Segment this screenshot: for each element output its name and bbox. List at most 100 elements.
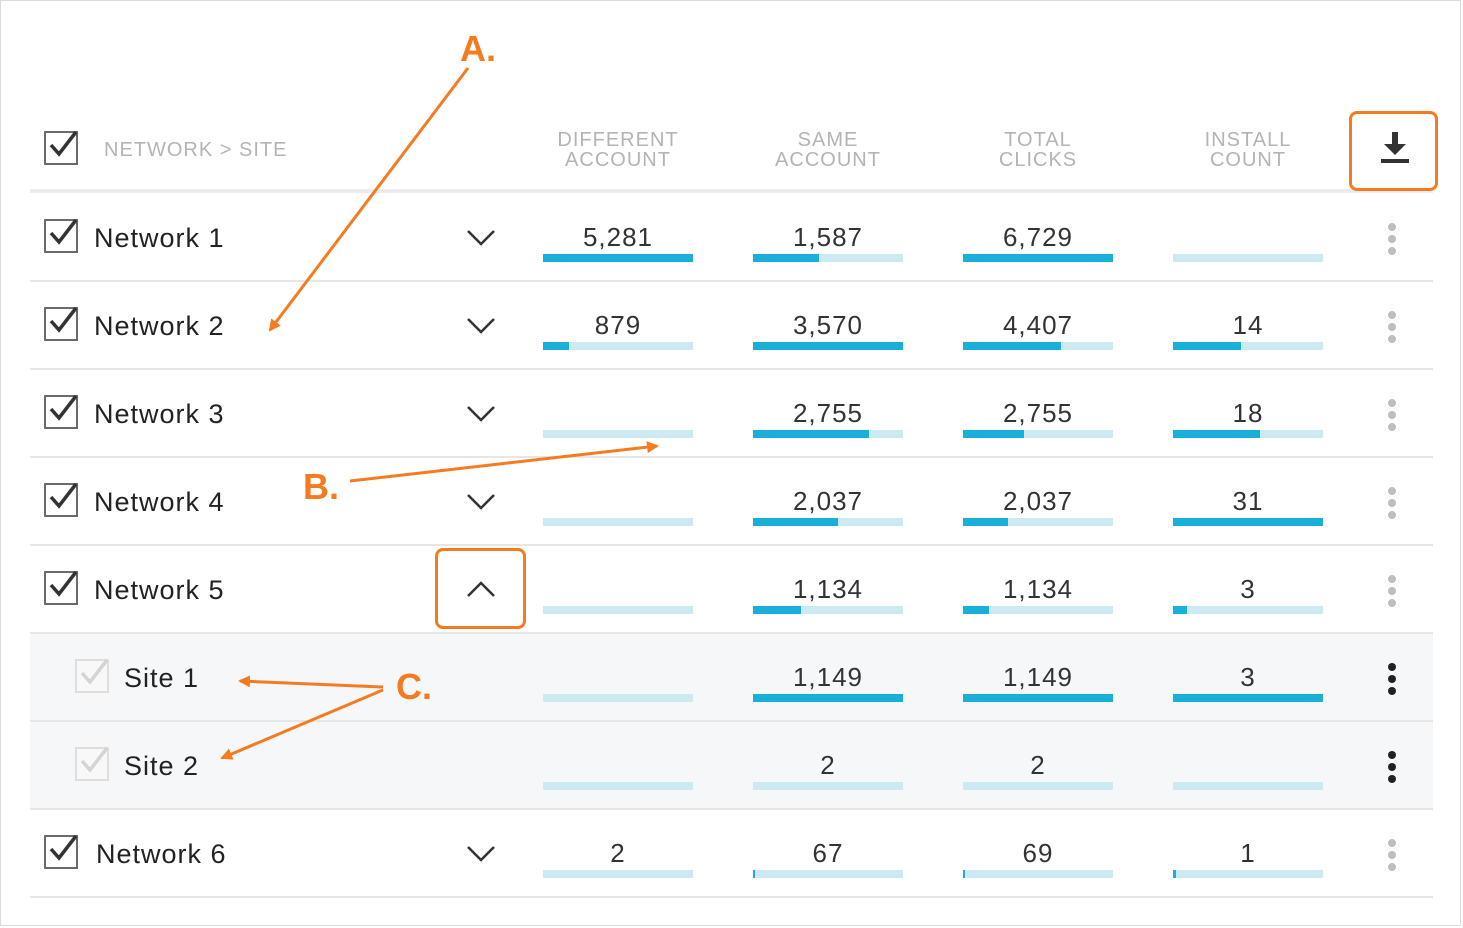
- check-icon: [49, 482, 78, 509]
- more-options-icon[interactable]: [1387, 223, 1397, 259]
- metric-value: 1,134: [1002, 574, 1074, 604]
- metric-bar-fill: [753, 694, 903, 702]
- metric-value: 69: [1022, 838, 1054, 868]
- metric-cell: 67: [753, 838, 903, 878]
- download-button[interactable]: [1375, 128, 1415, 168]
- metric-bar-track: [963, 254, 1113, 262]
- row-checkbox[interactable]: [44, 482, 78, 517]
- metric-cell: 1,134: [753, 574, 903, 614]
- metric-bar-fill: [753, 870, 755, 878]
- chevron-down-icon[interactable]: [466, 844, 496, 869]
- metric-bar-track: [1173, 342, 1323, 350]
- metric-cell: 2,037: [963, 486, 1113, 526]
- metric-cell: 31: [1173, 486, 1323, 526]
- check-icon: [49, 218, 78, 245]
- more-options-icon[interactable]: [1387, 751, 1397, 787]
- check-icon: [49, 394, 78, 421]
- chevron-down-icon[interactable]: [466, 492, 496, 517]
- row-checkbox[interactable]: [75, 746, 109, 781]
- metric-bar-fill: [543, 254, 693, 262]
- metric-bar-fill: [1173, 694, 1323, 702]
- check-icon: [49, 306, 78, 333]
- metric-cell: 2,037: [753, 486, 903, 526]
- chevron-down-icon[interactable]: [466, 316, 496, 341]
- metric-bar-track: [1173, 694, 1323, 702]
- metric-value: 5,281: [582, 222, 654, 252]
- metric-cell: 2,755: [753, 398, 903, 438]
- site-row: [30, 722, 1433, 810]
- chevron-down-icon[interactable]: [466, 404, 496, 429]
- column-header-network-site[interactable]: NETWORK > SITE: [104, 139, 288, 161]
- metric-bar-track: [543, 606, 693, 614]
- metric-cell: 1,587: [753, 222, 903, 262]
- metric-value: 2,755: [792, 398, 864, 428]
- metric-bar-track: [753, 518, 903, 526]
- more-options-icon[interactable]: [1387, 399, 1397, 435]
- check-icon: [49, 570, 78, 597]
- metric-bar-track: [543, 342, 693, 350]
- metric-bar-track: [963, 518, 1113, 526]
- metric-value: 3,570: [792, 310, 864, 340]
- metric-bar-track: [963, 870, 1113, 878]
- download-icon: [1381, 132, 1409, 163]
- select-all-checkbox[interactable]: [44, 130, 78, 165]
- network-row: [30, 546, 1433, 634]
- metric-bar-fill: [1173, 870, 1176, 878]
- row-checkbox[interactable]: [44, 218, 78, 253]
- metric-bar-track: [753, 430, 903, 438]
- chevron-down-icon[interactable]: [466, 228, 496, 253]
- metric-bar-fill: [1173, 430, 1260, 438]
- row-checkbox[interactable]: [44, 570, 78, 605]
- metric-value: 67: [812, 838, 844, 868]
- metric-value: 2,037: [792, 486, 864, 516]
- metric-cell: 5,281: [543, 222, 693, 262]
- metric-value: 6,729: [1002, 222, 1074, 252]
- metric-value: 14: [1232, 310, 1264, 340]
- column-header-different-account[interactable]: DIFFERENT ACCOUNT: [557, 129, 679, 171]
- metric-bar-fill: [963, 518, 1008, 526]
- more-options-icon[interactable]: [1387, 663, 1397, 699]
- metric-bar-track: [1173, 782, 1323, 790]
- metric-bar-fill: [1173, 606, 1187, 614]
- row-checkbox[interactable]: [75, 658, 109, 693]
- metric-bar-track: [963, 694, 1113, 702]
- metric-cell: [543, 574, 693, 614]
- column-header-install-count[interactable]: INSTALL COUNT: [1204, 129, 1292, 171]
- column-header-total-clicks[interactable]: TOTAL CLICKS: [998, 129, 1078, 171]
- metric-cell: 1,149: [753, 662, 903, 702]
- metric-bar-fill: [1173, 342, 1241, 350]
- metric-cell: [543, 750, 693, 790]
- metric-value: 4,407: [1002, 310, 1074, 340]
- check-icon: [80, 746, 109, 773]
- chevron-up-icon[interactable]: [466, 580, 496, 605]
- metric-value: 1,149: [1002, 662, 1074, 692]
- metric-value: 1,149: [792, 662, 864, 692]
- metric-bar-fill: [963, 254, 1113, 262]
- metric-cell: 2: [753, 750, 903, 790]
- row-checkbox[interactable]: [44, 834, 78, 869]
- check-icon: [49, 834, 78, 861]
- more-options-icon[interactable]: [1387, 575, 1397, 611]
- metric-cell: 3,570: [753, 310, 903, 350]
- more-options-icon[interactable]: [1387, 487, 1397, 523]
- metric-value: 3: [1240, 662, 1256, 692]
- more-options-icon[interactable]: [1387, 839, 1397, 875]
- metric-cell: [543, 662, 693, 702]
- metric-bar-track: [753, 870, 903, 878]
- metric-bar-track: [753, 342, 903, 350]
- metric-bar-fill: [543, 342, 569, 350]
- network-row: [30, 810, 1433, 898]
- more-options-icon[interactable]: [1387, 311, 1397, 347]
- row-checkbox[interactable]: [44, 394, 78, 429]
- metric-bar-fill: [963, 342, 1061, 350]
- metric-cell: 1: [1173, 838, 1323, 878]
- column-header-same-account[interactable]: SAME ACCOUNT: [775, 129, 881, 171]
- metric-bar-track: [753, 694, 903, 702]
- metric-cell: 69: [963, 838, 1113, 878]
- row-checkbox[interactable]: [44, 306, 78, 341]
- metric-cell: [543, 486, 693, 526]
- metric-bar-fill: [753, 342, 903, 350]
- metric-bar-track: [1173, 870, 1323, 878]
- metric-value: 2: [820, 750, 836, 780]
